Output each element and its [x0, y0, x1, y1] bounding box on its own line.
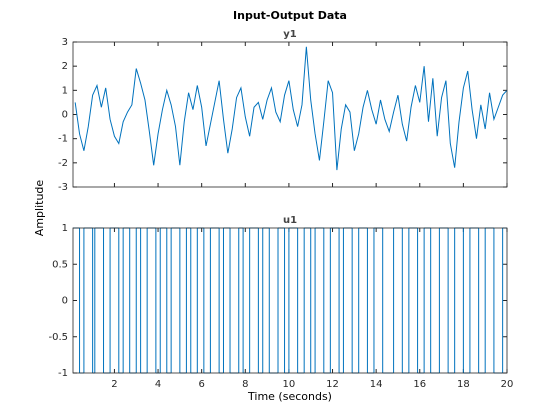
y-tick-label: 3: [62, 37, 68, 48]
x-tick-label: 8: [242, 379, 248, 390]
y-tick-label: -1: [58, 368, 68, 379]
y-tick-label: 0: [62, 110, 68, 121]
figure-title: Input-Output Data: [233, 9, 347, 22]
x-tick-label: 2: [111, 379, 117, 390]
y-tick-label: 1: [62, 223, 68, 234]
x-tick-label: 4: [155, 379, 161, 390]
x-tick-label: 20: [501, 379, 514, 390]
x-tick-label: 6: [198, 379, 204, 390]
y-tick-label: 0: [62, 296, 68, 307]
y-tick-label: 1: [62, 85, 68, 96]
x-tick-label: 16: [413, 379, 426, 390]
y-tick-label: 0.5: [52, 259, 68, 270]
y-tick-label: -2: [58, 158, 68, 169]
axes-box: [72, 227, 508, 374]
axes-box: [72, 41, 508, 188]
x-tick-label: 10: [283, 379, 296, 390]
y-tick-label: -3: [58, 182, 68, 193]
subplot-title: y1: [283, 29, 297, 40]
x-tick-label: 14: [370, 379, 383, 390]
subplot-title: u1: [283, 215, 297, 226]
data-line: [74, 46, 508, 171]
x-axis-label: Time (seconds): [247, 390, 332, 403]
x-tick-label: 12: [326, 379, 339, 390]
y-tick-label: 2: [62, 61, 68, 72]
y-tick-label: -1: [58, 134, 68, 145]
y-axis-label: Amplitude: [33, 180, 46, 237]
y-tick-label: -0.5: [48, 332, 68, 343]
x-tick-label: 18: [457, 379, 470, 390]
